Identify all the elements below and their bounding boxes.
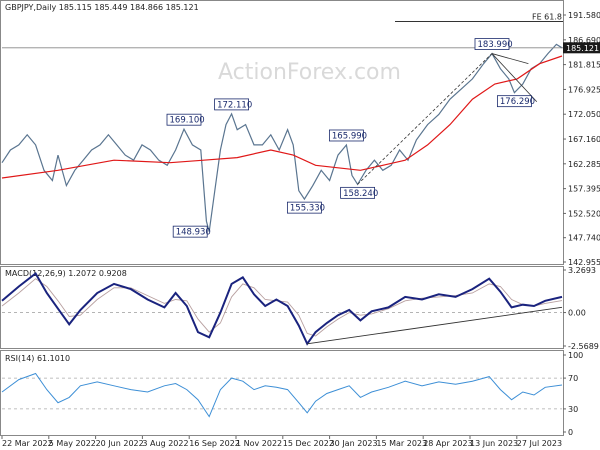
price-tick-label: 162.285 [568, 160, 600, 169]
price-annotation-label: 169.100 [170, 116, 205, 126]
last-price-label: 185.121 [566, 44, 599, 53]
last-price-tag [563, 42, 600, 54]
price-panel-border [0, 0, 564, 265]
rsi-title: RSI(14) 61.1010 [5, 354, 70, 363]
price-annotation-label: 158.240 [343, 189, 378, 199]
rsi-tick-label: 30 [568, 405, 578, 414]
rsi-tick-label: 70 [568, 374, 578, 383]
rsi-tick-label: 100 [568, 351, 583, 360]
symbol-ohlc-line: GBPJPY,Daily 185.115 185.449 184.866 185… [5, 3, 199, 12]
price-annotation-box [172, 225, 208, 238]
macd-axis: 3.2693 0.00 -2.5689 [563, 266, 599, 351]
macd-line [1, 272, 563, 346]
date-tick-label: 22 Mar 2022 [2, 439, 53, 448]
price-plot: 185.121 169.100 172.110 148.930 165.990 155.3… [1, 38, 600, 238]
date-tick-label: 20 Jun 2022 [96, 439, 144, 448]
date-tick-label: 3 Aug 2022 [142, 439, 188, 448]
price-annotation-box [166, 113, 202, 126]
macd-trendline [307, 306, 563, 345]
price-tick-label: 147.740 [568, 234, 600, 243]
moving-average-line [1, 55, 563, 179]
date-tick-label: 5 May 2022 [49, 439, 96, 448]
rsi-axis: 100 70 30 0 [563, 351, 583, 437]
price-annotation-box [496, 95, 532, 108]
macd-tick-label: -2.5689 [568, 342, 599, 351]
price-annotation-label: 172.110 [217, 100, 252, 110]
date-tick-label: 16 Sep 2022 [189, 439, 240, 448]
price-annotation-box [214, 98, 250, 111]
price-annotation-label: 155.330 [290, 204, 325, 214]
price-tick-label: 172.050 [568, 110, 600, 119]
wedge-line-lower [491, 53, 529, 65]
date-tick-label: 15 Dec 2022 [283, 439, 334, 448]
price-annotation-label: 183.990 [478, 40, 513, 50]
date-tick-label: 27 Jul 2023 [517, 439, 562, 448]
date-tick-label: 30 Jan 2023 [330, 439, 378, 448]
rsi-line [1, 372, 563, 418]
price-tick-label: 142.955 [568, 258, 600, 267]
price-annotation-label: 176.290 [500, 97, 535, 107]
macd-signal-line [1, 278, 563, 337]
macd-tick-label: 0.00 [568, 309, 586, 318]
price-annotation-label: 148.930 [176, 228, 211, 238]
date-tick-label: 13 Jun 2023 [470, 439, 518, 448]
date-tick-label: 1 Nov 2022 [236, 439, 282, 448]
macd-tick-label: 3.2693 [568, 266, 596, 275]
rsi-plot [1, 372, 563, 418]
date-tick-label: 15 Mar 2023 [376, 439, 427, 448]
price-tick-label: 176.925 [568, 85, 600, 94]
price-annotation-box [328, 129, 364, 142]
watermark: ActionForex.com [218, 60, 401, 85]
date-tick-label: 28 Apr 2023 [423, 439, 472, 448]
price-tick-label: 157.395 [568, 185, 600, 194]
macd-panel-border [0, 266, 564, 349]
wedge-line-upper [491, 53, 538, 103]
price-tick-label: 181.815 [568, 61, 600, 70]
price-tick-label: 191.580 [568, 11, 600, 20]
macd-title: MACD(12,26,9) 1.2072 0.9208 [5, 269, 127, 278]
price-annotation-box [474, 38, 510, 50]
price-series-line [1, 43, 563, 232]
price-annotation-box [340, 186, 376, 199]
price-tick-label: 167.160 [568, 135, 600, 144]
rsi-panel-border [0, 350, 564, 436]
fe-level-label: FE 61.8 [532, 13, 562, 22]
price-tick-label: 152.520 [568, 209, 600, 218]
price-annotation-label: 165.990 [332, 131, 367, 141]
trend-line-dashed [357, 53, 493, 185]
price-annotation-box [286, 201, 322, 214]
rsi-tick-label: 0 [568, 428, 573, 437]
price-tick-label: 186.690 [568, 36, 600, 45]
macd-plot [1, 272, 563, 346]
price-axis: 191.580 186.690 181.815 176.925 172.050 167.1… [395, 11, 600, 267]
